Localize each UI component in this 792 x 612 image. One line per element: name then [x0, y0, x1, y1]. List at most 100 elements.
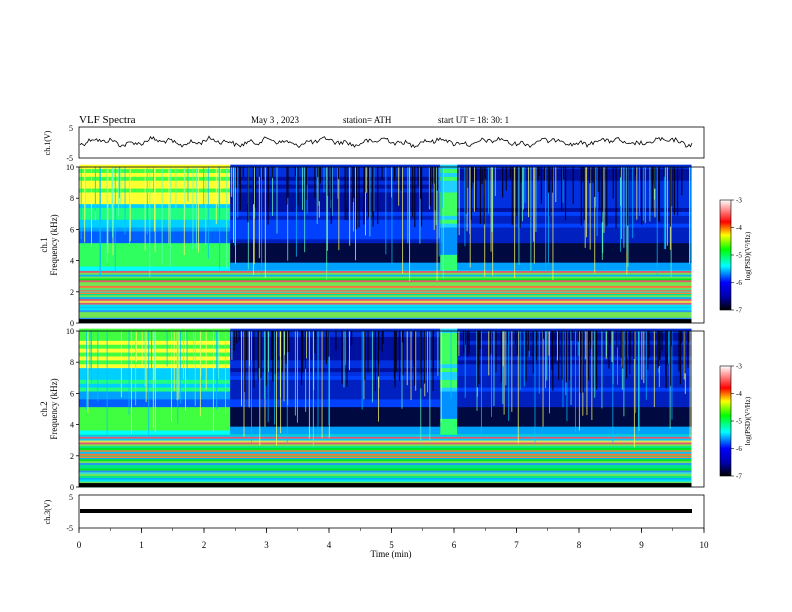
spec-dark-streak [395, 331, 397, 373]
spec-band [79, 473, 692, 477]
spec-region-quiet [457, 367, 692, 373]
spec-streak [107, 167, 109, 254]
spec-streak [168, 167, 170, 244]
spec-streak [577, 331, 579, 357]
spec-streak [86, 331, 88, 410]
spec-streak [294, 331, 296, 416]
spec-streak [645, 331, 647, 400]
spec-region-quiet [457, 172, 692, 177]
spec-streak [524, 167, 526, 204]
spec-dark-streak [572, 167, 574, 205]
spec-region-quiet [457, 406, 692, 412]
time-tick-label: 9 [639, 540, 644, 550]
spec-streak [305, 331, 307, 412]
ch1-spectrogram-panel: 0 2 4 6 8 10 ch.1 Frequency (kHz) [39, 163, 705, 328]
spec-dark-streak [363, 167, 365, 225]
spec-region-a [79, 430, 231, 435]
spec-band [79, 464, 692, 467]
spec-streak [545, 331, 547, 388]
spec-streak [575, 331, 577, 433]
spec-dark-streak [589, 331, 591, 342]
spec-streak [264, 167, 266, 278]
spec-dark-streak [267, 167, 269, 225]
spec-dark-streak [297, 167, 299, 206]
spec-streak [433, 167, 435, 230]
spec-streak [369, 167, 371, 237]
spec-dark-streak [314, 331, 316, 353]
date-label: May 3 , 2023 [251, 115, 299, 125]
spec-dark-streak [684, 331, 686, 374]
spec-streak [243, 331, 245, 437]
time-tick-label: 7 [514, 540, 519, 550]
spec-streak [313, 331, 315, 390]
spec-streak [302, 167, 303, 211]
spec-streak [218, 331, 220, 380]
spec-streak [169, 167, 171, 267]
spec-region-quiet [230, 414, 441, 419]
spec-streak [80, 167, 82, 240]
spec-streak [584, 167, 586, 248]
spec-streak [129, 167, 131, 244]
spec-streak [555, 167, 557, 202]
spec-streak [642, 167, 644, 221]
ch1-spec-ylabel-freq: Frequency (kHz) [49, 214, 59, 275]
spec-region-quiet [457, 203, 692, 209]
spec-dark-streak [294, 167, 297, 177]
spec-region-c [440, 332, 458, 337]
freq-tick-label: 10 [66, 163, 74, 172]
spec-region-c [440, 398, 458, 404]
spec-dark-streak [466, 331, 469, 358]
spec-region-a [79, 418, 231, 423]
spec-region-c [440, 180, 458, 185]
spec-dark-streak [436, 167, 438, 191]
spec-region-a [79, 250, 231, 255]
spec-dark-streak [676, 167, 679, 216]
spec-dark-streak [673, 167, 676, 215]
ch1-spectrogram-image [79, 164, 704, 324]
spec-floor [79, 319, 692, 323]
spec-region-quiet [457, 219, 692, 224]
spec-region-c [440, 258, 458, 263]
spec-dark-streak [246, 331, 248, 360]
spec-region-quiet [230, 195, 441, 201]
colorbar-tick-label: -5 [736, 418, 742, 426]
spec-streak [248, 331, 250, 408]
spec-streak [345, 331, 347, 365]
spec-dark-streak [286, 331, 288, 353]
spec-region-quiet [457, 340, 692, 345]
spec-dark-streak [500, 331, 502, 383]
spec-dark-streak [582, 167, 584, 182]
spec-streak [594, 167, 596, 273]
spec-region-quiet [457, 332, 692, 337]
spec-region-quiet [230, 344, 441, 349]
spec-streak [235, 167, 237, 264]
freq-tick-label: 8 [70, 194, 74, 203]
spec-band [79, 309, 692, 313]
spec-streak [365, 167, 367, 193]
spec-streak [259, 331, 261, 446]
colorbar-tick-label: -6 [736, 445, 742, 453]
spec-dark-streak [402, 331, 404, 376]
spec-band [79, 315, 692, 318]
spec-streak [237, 167, 239, 218]
spec-streak [637, 331, 639, 434]
spec-dark-streak [562, 167, 565, 180]
spec-streak [632, 167, 634, 238]
spec-streak [491, 167, 493, 232]
spec-band [79, 436, 692, 439]
spec-region-quiet [457, 383, 692, 388]
spec-dark-streak [669, 167, 671, 227]
spec-dark-streak [411, 167, 414, 218]
spec-dark-streak [665, 331, 667, 389]
spec-band [79, 460, 692, 464]
freq-tick-label: 2 [70, 288, 74, 297]
spec-dark-streak [330, 167, 332, 224]
spec-band [79, 475, 692, 479]
freq-tick-label: 8 [70, 358, 74, 367]
spec-streak [219, 167, 221, 201]
spec-band [79, 479, 692, 482]
spec-streak [343, 331, 345, 388]
spec-region-a [79, 266, 231, 271]
spec-dark-streak [352, 167, 354, 203]
spec-streak [548, 331, 550, 356]
